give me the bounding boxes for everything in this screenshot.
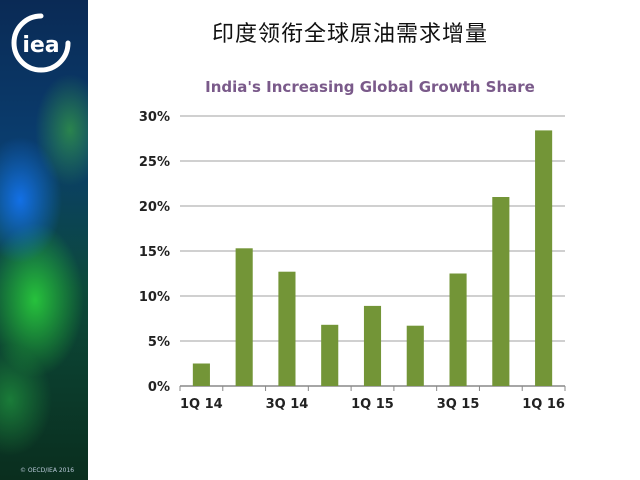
page-title: 印度领衔全球原油需求增量: [211, 22, 488, 47]
x-tick-label: 3Q 14: [266, 397, 309, 412]
bar-3q14: [278, 271, 296, 386]
bar-1q14: [192, 363, 210, 386]
copyright-text: © OECD/IEA 2016: [20, 467, 75, 474]
bar-1q15: [363, 305, 382, 386]
bar-3q15: [449, 273, 467, 386]
y-tick-label: 20%: [139, 200, 170, 215]
y-tick-label: 30%: [139, 110, 170, 125]
iea-logo-icon: iea: [11, 13, 71, 73]
bar-4q14: [321, 324, 339, 386]
bar-2q15: [406, 325, 424, 386]
bar-chart: 0% 5% 10% 15% 20% 25% 30% 1Q 14 3Q 14 1Q 15 3Q 15 1…: [139, 110, 566, 412]
decorative-sidebar: iea © OECD/IEA 2016: [0, 0, 88, 480]
y-tick-label: 15%: [139, 245, 170, 260]
x-tick-label: 1Q 16: [522, 397, 565, 412]
y-tick-label: 10%: [139, 290, 170, 305]
y-tick-label: 25%: [139, 155, 170, 170]
y-tick-label: 5%: [148, 335, 170, 350]
bar-1q16: [535, 130, 553, 386]
bar-4q15: [492, 197, 510, 386]
bar-2q14: [235, 248, 253, 386]
x-tick-label: 3Q 15: [437, 397, 480, 412]
x-tick-label: 1Q 15: [351, 397, 394, 412]
chart-title: India's Increasing Global Growth Share: [205, 78, 535, 96]
logo-text: iea: [22, 33, 59, 58]
x-tick-label: 1Q 14: [180, 397, 223, 412]
y-tick-label: 0%: [148, 380, 170, 395]
